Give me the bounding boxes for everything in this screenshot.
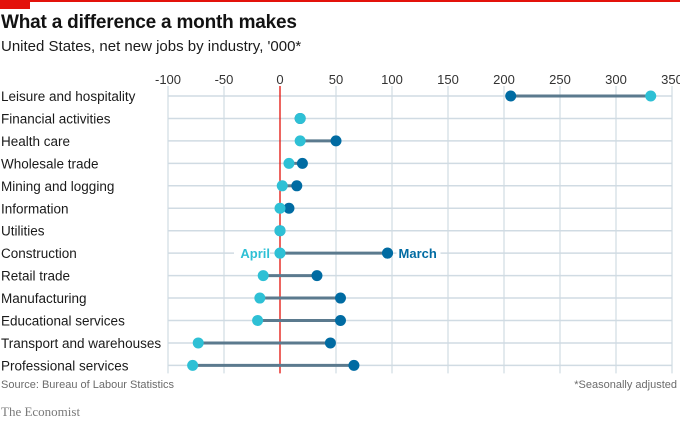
top-rule	[0, 0, 680, 2]
category-label: Professional services	[1, 358, 129, 373]
x-tick-label: 250	[549, 72, 571, 87]
category-label: Wholesale trade	[1, 156, 99, 171]
x-tick-label: 50	[329, 72, 343, 87]
category-label: Mining and logging	[1, 179, 114, 194]
x-tick-label: 300	[605, 72, 627, 87]
march-dot	[382, 247, 394, 259]
category-label: Educational services	[1, 314, 125, 329]
march-dot	[348, 359, 360, 371]
category-label: Manufacturing	[1, 291, 87, 306]
x-tick-label: 0	[276, 72, 283, 87]
march-dot	[334, 292, 346, 304]
april-dot	[283, 157, 295, 169]
annotation-backing	[234, 244, 270, 262]
april-dot	[294, 112, 306, 124]
april-dot	[257, 270, 269, 282]
brand-tab	[0, 0, 30, 9]
april-dot	[276, 180, 288, 192]
chart-title: What a difference a month makes	[1, 12, 297, 33]
april-dot	[252, 315, 264, 326]
dumbbell-chart: -100 -50 0 50 100 150 200 250 300 350 Leisure and …	[1, 72, 680, 374]
x-tick-label: -100	[155, 72, 181, 87]
footnote: *Seasonally adjusted	[574, 379, 677, 391]
april-dot	[187, 359, 199, 371]
april-dot	[274, 202, 286, 214]
category-label: Information	[1, 201, 69, 216]
march-dot	[291, 180, 303, 192]
april-dot	[192, 337, 204, 349]
march-dot	[296, 157, 308, 169]
category-label: Utilities	[1, 224, 45, 239]
march-dot	[505, 90, 517, 102]
chart-subtitle: United States, net new jobs by industry,…	[1, 38, 302, 55]
x-tick-label: 100	[381, 72, 403, 87]
x-tick-label: 150	[437, 72, 459, 87]
category-label: Construction	[1, 246, 77, 261]
march-dot	[324, 337, 336, 349]
category-label: Transport and warehouses	[1, 336, 161, 351]
x-tick-label: 200	[493, 72, 515, 87]
april-dot	[645, 90, 657, 102]
category-label: Financial activities	[1, 111, 111, 126]
april-dot	[254, 292, 266, 304]
april-dot	[274, 225, 286, 237]
march-dot	[283, 202, 295, 214]
category-label: Retail trade	[1, 269, 70, 284]
x-tick-label: -50	[215, 72, 234, 87]
march-dot	[330, 135, 342, 147]
x-tick-label: 350	[661, 72, 680, 87]
april-dot	[294, 135, 306, 147]
category-label: Leisure and hospitality	[1, 89, 136, 104]
annotation-backing	[396, 244, 441, 262]
category-label: Health care	[1, 134, 70, 149]
march-dot	[311, 270, 323, 282]
march-dot	[334, 315, 346, 326]
april-dot	[274, 247, 286, 259]
annotation-april: April	[240, 246, 270, 261]
source-note: Source: Bureau of Labour Statistics	[1, 379, 175, 391]
brand-logo: The Economist	[1, 404, 81, 419]
annotation-march: March	[399, 246, 437, 261]
